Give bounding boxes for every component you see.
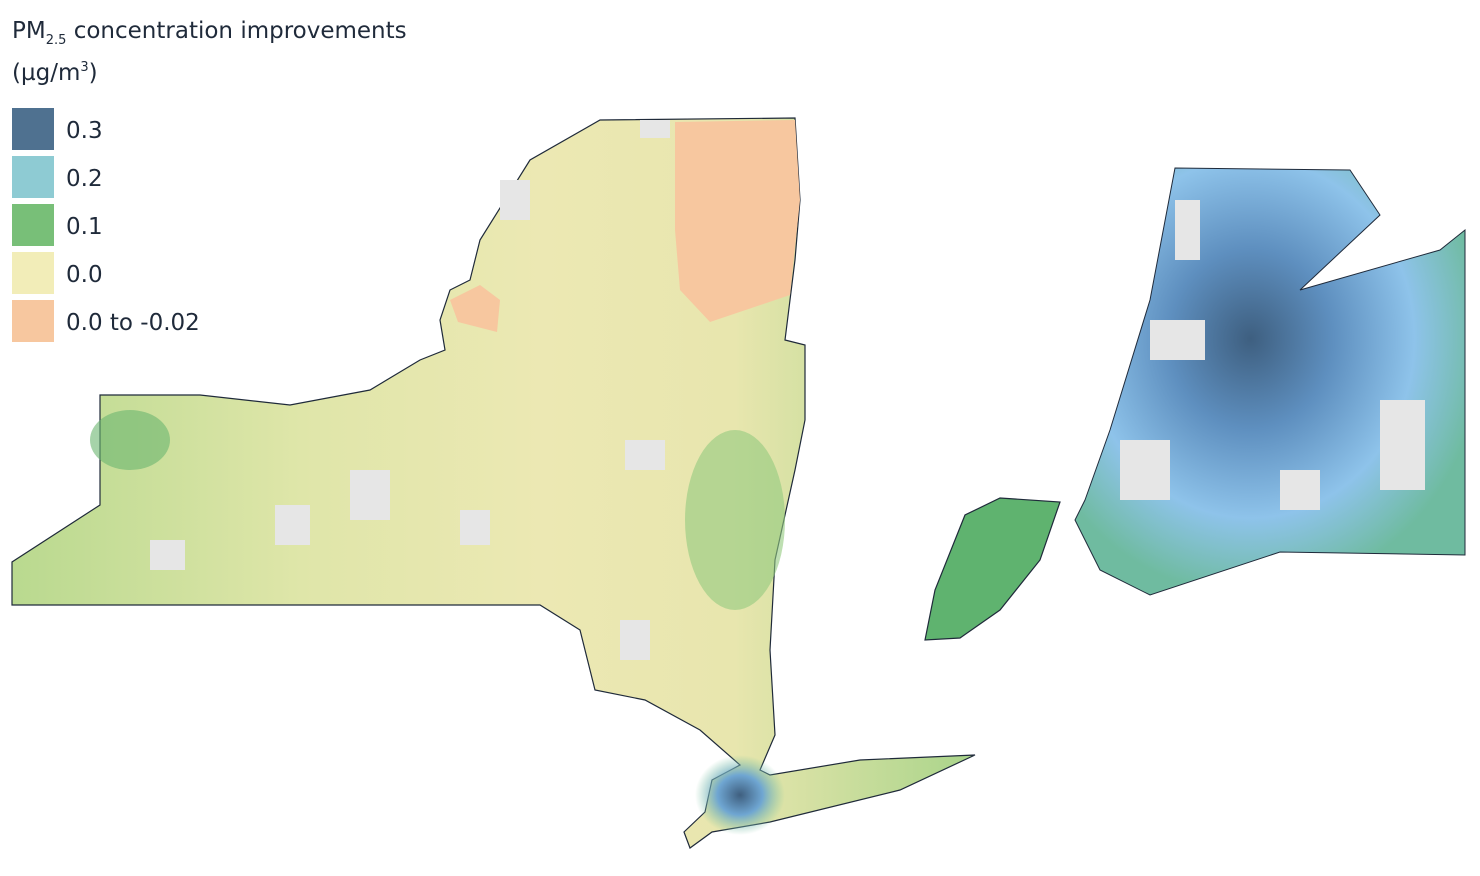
orange-region-north — [675, 120, 800, 322]
no-data — [620, 620, 650, 660]
unit-superscript: 3 — [80, 60, 88, 75]
legend-label: 0.0 to -0.02 — [66, 310, 200, 336]
nyc-boroughs — [1074, 167, 1466, 596]
orange-region-west — [450, 285, 500, 332]
legend-unit: (µg/m3) — [12, 60, 98, 86]
hudson-green — [685, 430, 785, 610]
state-shape — [11, 117, 976, 849]
no-data — [350, 470, 390, 520]
legend-swatch — [12, 156, 54, 198]
no-data — [275, 505, 310, 545]
inset-no-data — [1120, 200, 1425, 510]
no-data — [625, 440, 665, 470]
no-data — [500, 180, 530, 220]
legend-label: 0.2 — [66, 166, 103, 192]
legend-label: 0.1 — [66, 214, 103, 240]
legend-label: 0.3 — [66, 118, 103, 144]
legend-swatch — [12, 300, 54, 342]
title-subscript: 2.5 — [46, 33, 67, 48]
staten-island — [924, 497, 1061, 641]
legend-title: PM2.5 concentration improvements — [12, 18, 407, 48]
city-area — [695, 755, 785, 835]
no-data — [1175, 200, 1200, 260]
title-rest: concentration improvements — [66, 18, 406, 44]
legend-swatch — [12, 252, 54, 294]
no-data — [640, 120, 670, 138]
no-data — [1280, 470, 1320, 510]
unit-close: ) — [89, 60, 98, 86]
no-data — [1150, 320, 1205, 360]
new-york-state-map — [11, 117, 976, 849]
no-data — [1380, 400, 1425, 490]
legend-swatch — [12, 204, 54, 246]
west-green — [90, 410, 170, 470]
no-data-areas — [150, 120, 670, 660]
no-data — [460, 510, 490, 545]
nyc-inset-map — [924, 167, 1466, 641]
legend-label: 0.0 — [66, 262, 103, 288]
legend-swatch — [12, 108, 54, 150]
no-data — [1120, 440, 1170, 500]
title-main: PM — [12, 18, 46, 44]
unit-main: (µg/m — [12, 60, 80, 86]
no-data — [150, 540, 185, 570]
legend: PM2.5 concentration improvements (µg/m3)… — [12, 18, 407, 342]
